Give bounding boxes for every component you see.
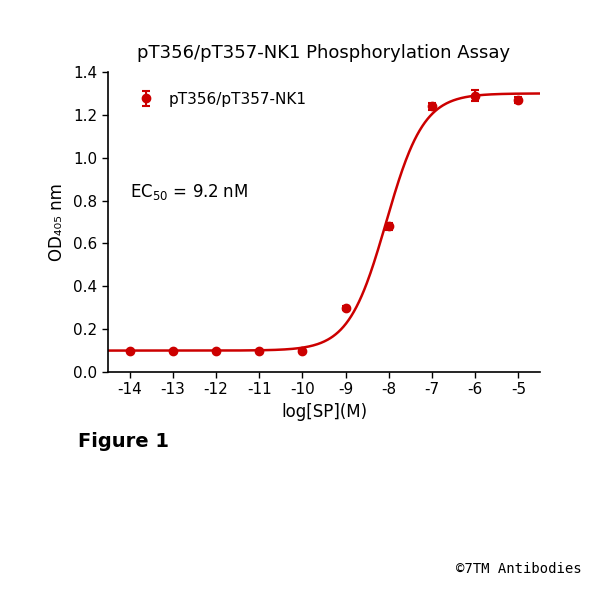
- X-axis label: log[SP](M): log[SP](M): [281, 403, 367, 421]
- Title: pT356/pT357-NK1 Phosphorylation Assay: pT356/pT357-NK1 Phosphorylation Assay: [137, 44, 511, 62]
- Y-axis label: OD₄₀₅ nm: OD₄₀₅ nm: [49, 183, 67, 261]
- Legend: pT356/pT357-NK1: pT356/pT357-NK1: [124, 86, 313, 113]
- Text: EC$_{50}$ = 9.2 nM: EC$_{50}$ = 9.2 nM: [130, 182, 248, 202]
- Text: ©7TM Antibodies: ©7TM Antibodies: [457, 562, 582, 576]
- Text: Figure 1: Figure 1: [78, 432, 169, 451]
